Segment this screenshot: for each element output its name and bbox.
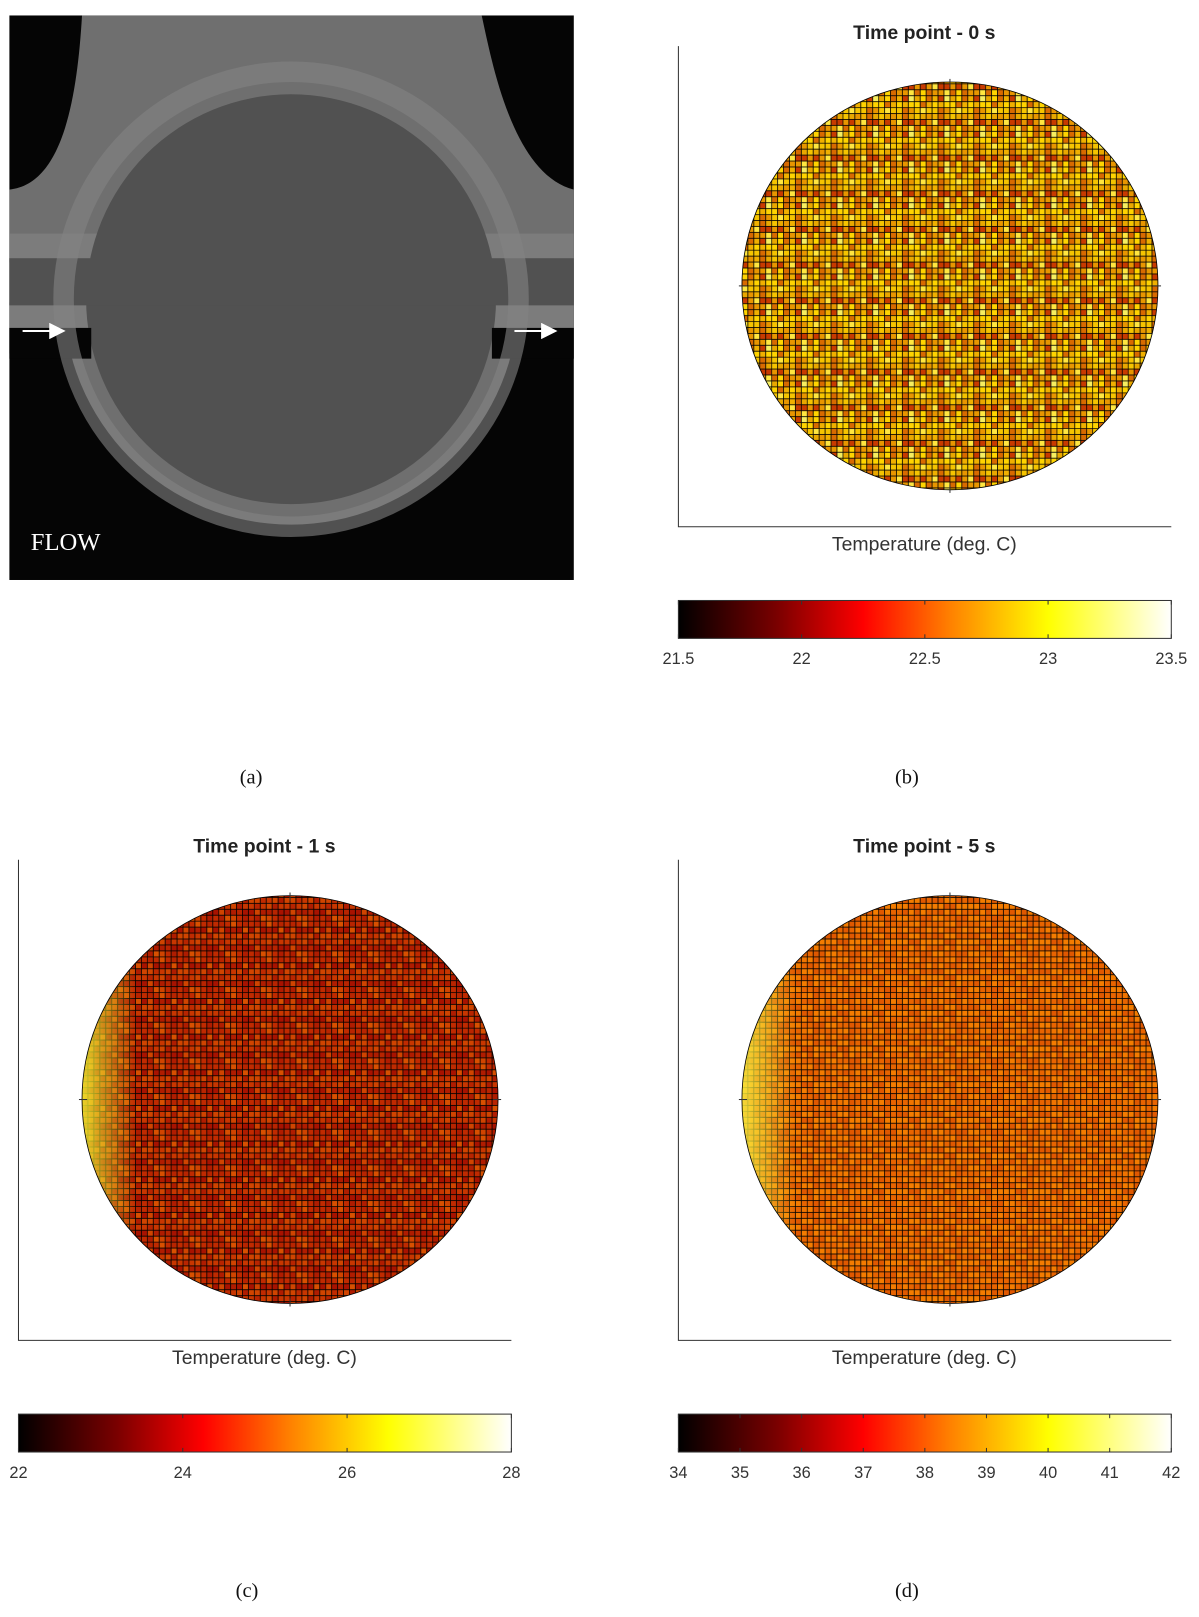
- colorbar-tick-label: 22: [793, 650, 811, 668]
- panel-label: (d): [895, 1580, 919, 1602]
- image-label: FLOW: [31, 529, 101, 556]
- panel-label: (c): [236, 1580, 259, 1602]
- colorbar: [678, 600, 1171, 638]
- colorbar-tick-label: 37: [854, 1464, 872, 1482]
- figure: FLOW (a) Time point - 0 s Temperature (de…: [0, 0, 1199, 1617]
- colorbar-tick-label: 22: [9, 1464, 27, 1482]
- colorbar-tick-label: 22.5: [909, 650, 941, 668]
- colorbar: [18, 1414, 511, 1452]
- colorbar-tick-label: 34: [669, 1464, 687, 1482]
- colorbar-tick-label: 36: [793, 1464, 811, 1482]
- colorbar-tick-label: 21.5: [662, 650, 694, 668]
- micrograph: FLOW: [9, 15, 574, 580]
- colorbar-tick-label: 38: [916, 1464, 934, 1482]
- panel-label: (b): [895, 766, 919, 788]
- heatmap-panel: Time point - 0 s Temperature (deg. C) 21.5…: [662, 22, 1187, 789]
- chart-title: Time point - 0 s: [853, 22, 995, 44]
- colorbar: [678, 1414, 1171, 1452]
- colorbar-tick-label: 40: [1039, 1464, 1057, 1482]
- colorbar-tick-label: 23: [1039, 650, 1057, 668]
- colorbar-tick-label: 24: [174, 1464, 192, 1482]
- x-axis-label: Temperature (deg. C): [832, 1347, 1017, 1369]
- colorbar-tick-label: 41: [1101, 1464, 1119, 1482]
- colorbar-tick-label: 23.5: [1155, 650, 1187, 668]
- chart-title: Time point - 1 s: [193, 836, 335, 858]
- colorbar-tick-label: 26: [338, 1464, 356, 1482]
- heatmap-panel: Time point - 5 s Temperature (deg. C) 34 35…: [669, 836, 1180, 1603]
- colorbar-tick-label: 28: [502, 1464, 520, 1482]
- x-axis-label: Temperature (deg. C): [832, 533, 1017, 555]
- page: {"image_panel": {"label": "FLOW", "panel…: [0, 0, 1199, 1617]
- panel-label: (a): [240, 766, 263, 788]
- colorbar-tick-label: 39: [977, 1464, 995, 1482]
- x-axis-label: Temperature (deg. C): [172, 1347, 357, 1369]
- heatmap-panel: Time point - 1 s Temperature (deg. C) 22 24…: [9, 836, 520, 1603]
- colorbar-tick-label: 35: [731, 1464, 749, 1482]
- colorbar-tick-label: 42: [1162, 1464, 1180, 1482]
- chart-title: Time point - 5 s: [853, 836, 995, 858]
